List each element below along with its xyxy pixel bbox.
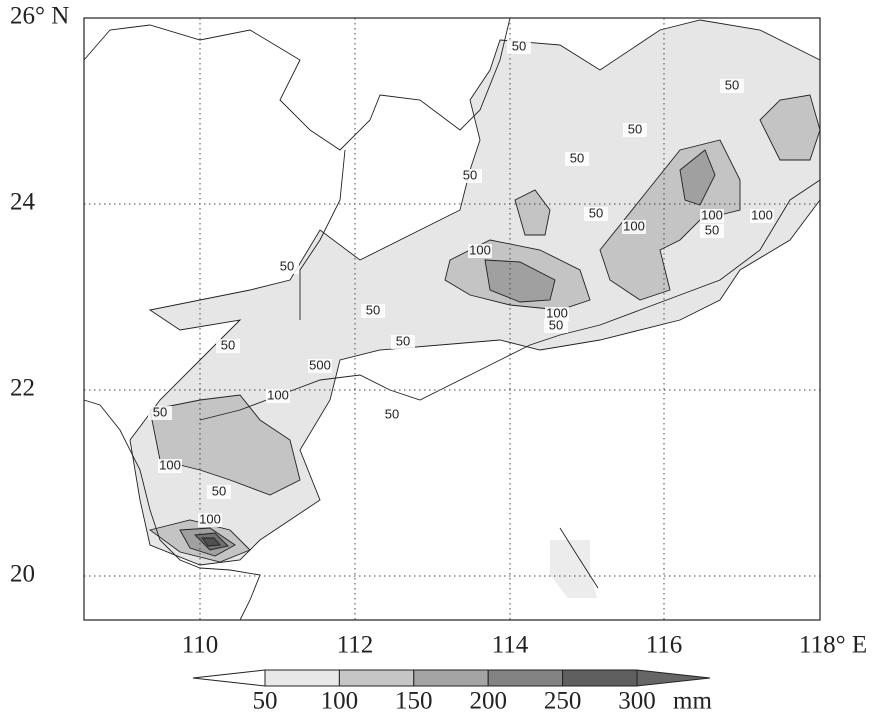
- colorbar-box: [338, 669, 415, 687]
- contour-label-bg: [584, 207, 608, 221]
- border-path: [83, 17, 511, 151]
- map-frame: [83, 17, 821, 621]
- contour-label-bg: [266, 389, 290, 403]
- lat-label: 22: [10, 375, 35, 402]
- colorbar-extend-low: [192, 669, 266, 687]
- colorbar-box: [413, 669, 489, 687]
- contour-label: 500: [309, 357, 331, 372]
- contour-label-bg: [468, 244, 492, 258]
- colorbar-unit: mm: [673, 688, 712, 715]
- contour-label: 50: [385, 406, 399, 421]
- contour-label: 50: [705, 222, 719, 237]
- contour-label-bg: [275, 260, 299, 274]
- shade-100: [514, 189, 551, 236]
- contour-label: 100: [751, 207, 773, 222]
- contour-label: 50: [589, 205, 603, 220]
- contour-label: 100: [159, 457, 181, 472]
- coastline: [83, 17, 821, 621]
- contour-label-bg: [750, 209, 774, 223]
- contour-label-bg: [158, 459, 182, 473]
- contour-label-bg: [544, 319, 568, 333]
- shade-100: [149, 394, 301, 496]
- contour-label: 100: [199, 511, 221, 526]
- contour-label: 50: [366, 302, 380, 317]
- shade-150: [679, 149, 716, 206]
- shade-250: [201, 537, 221, 547]
- contour-label: 50: [221, 337, 235, 352]
- border-path: [299, 149, 346, 320]
- colorbar-label: 50: [253, 688, 278, 715]
- contour-label-bg: [148, 406, 172, 420]
- contour-label: 50: [153, 404, 167, 419]
- shade-50: [550, 540, 597, 598]
- colorbar-label: 150: [395, 688, 433, 715]
- lon-label: 110: [182, 632, 219, 659]
- lon-label: 114: [492, 632, 529, 659]
- contour-label-bg: [545, 307, 569, 321]
- contour-label-bg: [391, 335, 415, 349]
- contour-label: 100: [267, 387, 289, 402]
- contour-label: 50: [725, 77, 739, 92]
- contour-label-bg: [622, 220, 646, 234]
- contour-label-bg: [700, 209, 724, 223]
- colorbar-box: [264, 669, 340, 687]
- contour-line: [559, 527, 599, 589]
- contour-label: 50: [396, 333, 410, 348]
- contour-label-bg: [720, 79, 744, 93]
- contour-label: 100: [546, 305, 568, 320]
- lat-label: 24: [10, 189, 36, 216]
- contour-label-bg: [380, 408, 404, 422]
- colorbar: 50 100 150 200 250 300 mm: [192, 669, 712, 715]
- contour-label: 50: [570, 150, 584, 165]
- contour-label: 50: [280, 258, 294, 273]
- colorbar-label: 100: [321, 688, 359, 715]
- contour-label: 50: [212, 483, 226, 498]
- contour-label: 50: [463, 167, 477, 182]
- contour-label: 100: [623, 218, 645, 233]
- lat-label: 26° N: [10, 3, 69, 30]
- contour-label: 100: [701, 207, 723, 222]
- contour-label-bg: [216, 339, 240, 353]
- lon-label: 112: [337, 632, 374, 659]
- lon-label: 118° E: [799, 632, 867, 659]
- contour-label-bg: [361, 304, 385, 318]
- coastline-path: [199, 179, 821, 421]
- shade-150: [484, 259, 556, 303]
- contour-label-bg: [198, 513, 222, 527]
- labels: 26° N 24 22 20 110 112 114 116 118° E 50 50 50 50 50 5…: [10, 3, 867, 659]
- contour-label: 100: [469, 242, 491, 257]
- colorbar-label: 250: [544, 688, 582, 715]
- lon-label: 116: [646, 632, 683, 659]
- contour-label-bg: [207, 485, 231, 499]
- contour-label: 50: [549, 317, 563, 332]
- contour-label-bg: [308, 359, 332, 373]
- contour-label-bg: [507, 40, 531, 54]
- precip-shading: [129, 19, 821, 598]
- colorbar-box: [562, 669, 638, 687]
- graticule: [84, 18, 820, 620]
- colorbar-label: 200: [469, 688, 507, 715]
- contour-label: 50: [512, 38, 526, 53]
- contour-label-bg: [700, 224, 724, 238]
- contour-label: 50: [628, 121, 642, 136]
- lat-label: 20: [10, 561, 35, 588]
- coastline-path: [83, 399, 261, 621]
- contour-label-bg: [565, 152, 589, 166]
- contour-label-bg: [458, 169, 482, 183]
- colorbar-extend-high: [636, 669, 711, 687]
- colorbar-box: [487, 669, 564, 687]
- colorbar-label: 300: [618, 688, 656, 715]
- contour-label-bg: [623, 123, 647, 137]
